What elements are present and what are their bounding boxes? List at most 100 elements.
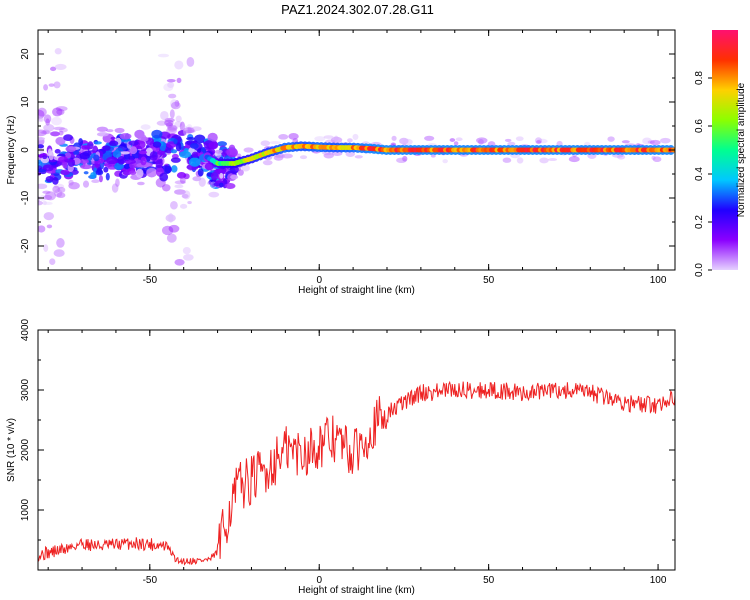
spectral-blob — [175, 115, 182, 123]
spectral-blob — [449, 138, 456, 142]
spectral-blob — [179, 150, 192, 159]
spectral-blob — [164, 117, 175, 123]
spectral-blob — [156, 120, 168, 126]
spectral-blob — [186, 124, 193, 133]
spectral-blob — [157, 53, 170, 58]
spectral-blob — [73, 150, 80, 155]
spectral-blob — [262, 160, 273, 166]
x-axis-label-1: Height of straight line (km) — [298, 285, 415, 296]
spectral-blob — [111, 183, 119, 193]
spectral-blob — [53, 81, 61, 89]
spectral-blob — [98, 175, 103, 183]
spectral-blob — [124, 159, 136, 165]
spectral-blob — [96, 126, 108, 132]
spectral-blob — [53, 249, 65, 257]
spectral-blob — [399, 137, 409, 145]
spectral-blob — [168, 93, 177, 99]
spectral-blob — [642, 137, 652, 145]
spectral-blob — [536, 138, 548, 144]
spectral-blob — [135, 168, 144, 178]
spectral-blob — [225, 183, 236, 190]
spectral-blob — [114, 127, 125, 133]
spectral-blob — [534, 137, 543, 145]
colorbar-label: Normalized spectral amplitude — [736, 82, 747, 217]
y-tick-label-2: 2000 — [20, 438, 31, 461]
spectral-blob — [515, 136, 524, 141]
spectral-blob — [159, 172, 169, 182]
spectral-blob — [46, 224, 53, 229]
spectral-blob — [166, 78, 176, 83]
spectral-blob — [117, 155, 126, 165]
spectral-blob — [453, 141, 459, 146]
x-tick-label-1: 50 — [483, 275, 495, 286]
x-tick-label-2: 100 — [650, 575, 667, 586]
spectral-blob — [299, 155, 308, 160]
spectral-blob — [103, 166, 109, 173]
spectral-blob — [352, 133, 359, 141]
x-tick-label-1: 100 — [650, 275, 667, 286]
spectral-blob — [54, 63, 67, 70]
spectral-blob — [38, 183, 48, 190]
spectral-blob — [38, 117, 45, 123]
spectral-blob — [179, 176, 186, 184]
spectral-blob — [391, 135, 397, 141]
spectral-blob — [56, 108, 65, 116]
spectral-blob — [170, 99, 178, 109]
spectral-blob — [219, 182, 224, 188]
spectral-blob — [137, 181, 145, 186]
spectral-blob — [197, 168, 204, 177]
spectral-blob — [129, 146, 138, 155]
spectral-blob — [45, 175, 54, 183]
spectral-blob — [175, 141, 182, 152]
spectral-blob — [651, 155, 656, 160]
x-tick-label-2: 0 — [316, 575, 322, 586]
spectral-blob — [192, 176, 202, 182]
spectral-blob — [330, 136, 343, 144]
spectral-blob — [54, 188, 63, 198]
spectral-blob — [42, 164, 54, 172]
y-tick-label-1: 0 — [20, 147, 31, 153]
spectral-blob — [62, 161, 68, 169]
spectral-blob — [56, 192, 66, 199]
spectral-blob — [42, 200, 47, 206]
y-tick-label-1: -10 — [20, 190, 31, 205]
colorbar-tick-label: 0.2 — [694, 215, 705, 229]
x-tick-label-1: -50 — [143, 275, 158, 286]
spectral-blob — [424, 135, 435, 141]
spectral-blob — [96, 132, 109, 137]
spectral-blob — [186, 136, 196, 141]
y-tick-label-1: 10 — [20, 96, 31, 108]
spectral-blob — [64, 152, 72, 159]
spectral-blob — [189, 143, 199, 149]
spectral-blob — [214, 168, 226, 174]
spectral-blob — [345, 151, 356, 157]
spectral-blob — [52, 177, 59, 185]
spectral-blob — [621, 140, 630, 144]
spectral-blob — [120, 151, 130, 155]
spectral-blob — [65, 146, 77, 153]
spectral-blob — [82, 180, 90, 188]
spectral-blob — [215, 149, 223, 154]
spectral-blob — [502, 157, 512, 163]
spectral-blob — [181, 193, 189, 199]
spectral-blob — [183, 129, 196, 133]
spectral-blob — [93, 141, 102, 145]
spectral-blob — [60, 169, 70, 176]
spectral-blob — [42, 190, 51, 194]
spectral-blob — [140, 136, 149, 142]
spectral-blob — [64, 158, 75, 163]
spectral-blob — [38, 109, 45, 120]
spectral-blob — [140, 124, 151, 130]
spectral-blob — [173, 138, 178, 145]
spectral-blob — [167, 125, 178, 131]
y-tick-label-2: 4000 — [20, 318, 31, 341]
spectral-blob — [53, 126, 65, 131]
spectral-blob — [168, 212, 174, 223]
spectral-blob — [607, 136, 615, 142]
spectral-blob — [241, 164, 250, 172]
spectral-blob — [170, 201, 178, 210]
spectral-blob — [323, 152, 334, 159]
spectral-blob — [652, 156, 662, 163]
spectral-blob — [81, 145, 91, 150]
spectral-blob — [146, 167, 158, 178]
